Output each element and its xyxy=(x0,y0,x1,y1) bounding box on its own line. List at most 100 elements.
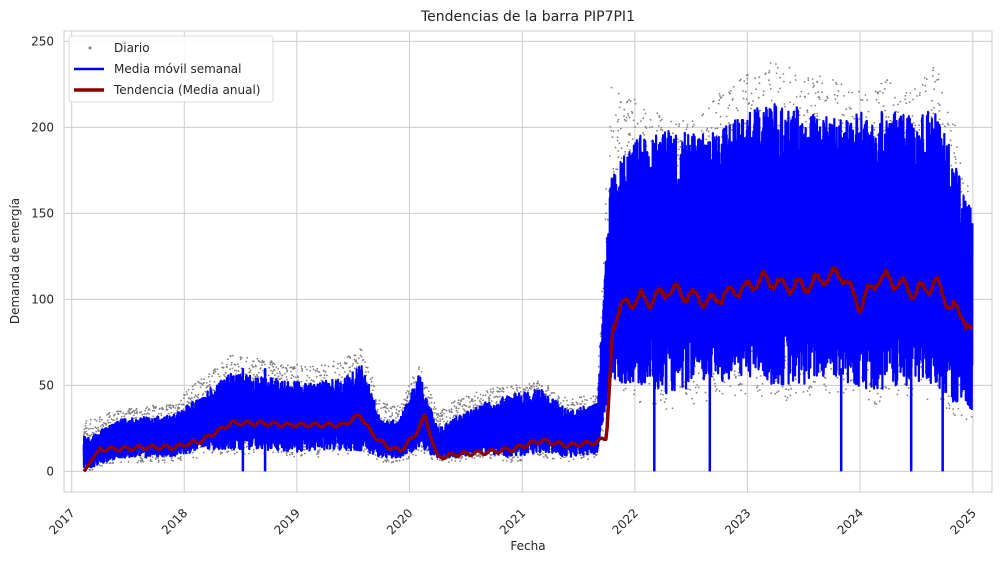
diario-point xyxy=(225,372,227,374)
diario-point xyxy=(628,141,630,143)
diario-point xyxy=(801,91,803,93)
diario-point xyxy=(447,420,449,422)
diario-point xyxy=(580,455,582,457)
diario-point xyxy=(819,119,821,121)
diario-point xyxy=(277,368,279,370)
diario-point xyxy=(819,76,821,78)
diario-point xyxy=(506,460,508,462)
diario-point xyxy=(543,456,545,458)
diario-point xyxy=(698,372,700,374)
diario-point xyxy=(371,377,373,379)
diario-point xyxy=(442,418,444,420)
diario-point xyxy=(481,403,483,405)
diario-point xyxy=(789,102,791,104)
diario-point xyxy=(849,107,851,109)
diario-point xyxy=(246,357,248,359)
diario-point xyxy=(520,460,522,462)
diario-point xyxy=(687,388,689,390)
diario-point xyxy=(612,168,614,170)
diario-point xyxy=(324,374,326,376)
diario-point xyxy=(620,101,622,103)
diario-point xyxy=(679,140,681,142)
diario-point xyxy=(438,414,440,416)
diario-point xyxy=(675,124,677,126)
diario-point xyxy=(214,381,216,383)
diario-point xyxy=(279,371,281,373)
diario-point xyxy=(384,403,386,405)
diario-point xyxy=(162,408,164,410)
diario-point xyxy=(90,428,92,430)
diario-point xyxy=(545,390,547,392)
diario-point xyxy=(482,395,484,397)
diario-point xyxy=(412,454,414,456)
diario-point xyxy=(232,355,234,357)
diario-point xyxy=(601,317,603,319)
diario-point xyxy=(186,391,188,393)
diario-point xyxy=(701,115,703,117)
diario-point xyxy=(752,100,754,102)
diario-point xyxy=(198,394,200,396)
diario-point xyxy=(387,408,389,410)
diario-point xyxy=(401,403,403,405)
diario-point xyxy=(254,376,256,378)
diario-point xyxy=(405,392,407,394)
diario-point xyxy=(687,124,689,126)
diario-point xyxy=(454,400,456,402)
diario-point xyxy=(457,412,459,414)
diario-point xyxy=(424,452,426,454)
diario-point xyxy=(568,404,570,406)
diario-point xyxy=(228,450,230,452)
diario-point xyxy=(149,408,151,410)
diario-point xyxy=(251,364,253,366)
diario-point xyxy=(756,377,758,379)
diario-point xyxy=(501,453,503,455)
diario-point xyxy=(347,373,349,375)
diario-point xyxy=(812,83,814,85)
diario-point xyxy=(397,416,399,418)
diario-point xyxy=(193,384,195,386)
diario-point xyxy=(153,407,155,409)
diario-point xyxy=(613,171,615,173)
diario-point xyxy=(350,371,352,373)
diario-point xyxy=(109,415,111,417)
diario-point xyxy=(230,355,232,357)
diario-point xyxy=(759,389,761,391)
diario-point xyxy=(142,458,144,460)
diario-point xyxy=(796,96,798,98)
diario-point xyxy=(458,408,460,410)
diario-point xyxy=(587,458,589,460)
diario-point xyxy=(566,400,568,402)
diario-point xyxy=(490,391,492,393)
diario-point xyxy=(364,448,366,450)
diario-point xyxy=(607,219,609,221)
diario-point xyxy=(415,455,417,457)
diario-point xyxy=(819,98,821,100)
diario-point xyxy=(277,373,279,375)
diario-point xyxy=(442,414,444,416)
diario-point xyxy=(837,391,839,393)
diario-point xyxy=(87,435,89,437)
diario-point xyxy=(721,96,723,98)
diario-point xyxy=(272,366,274,368)
diario-point xyxy=(619,107,621,109)
diario-point xyxy=(625,120,627,122)
diario-point xyxy=(789,384,791,386)
diario-point xyxy=(402,407,404,409)
diario-point xyxy=(426,387,428,389)
diario-point xyxy=(547,385,549,387)
diario-point xyxy=(241,357,243,359)
diario-point xyxy=(306,369,308,371)
diario-point xyxy=(592,395,594,397)
diario-point xyxy=(303,446,305,448)
diario-point xyxy=(116,418,118,420)
diario-point xyxy=(208,376,210,378)
diario-point xyxy=(100,425,102,427)
diario-point xyxy=(383,419,385,421)
diario-point xyxy=(257,376,259,378)
diario-point xyxy=(271,364,273,366)
diario-point xyxy=(191,397,193,399)
diario-point xyxy=(845,108,847,110)
diario-point xyxy=(553,392,555,394)
diario-point xyxy=(224,375,226,377)
diario-point xyxy=(301,381,303,383)
